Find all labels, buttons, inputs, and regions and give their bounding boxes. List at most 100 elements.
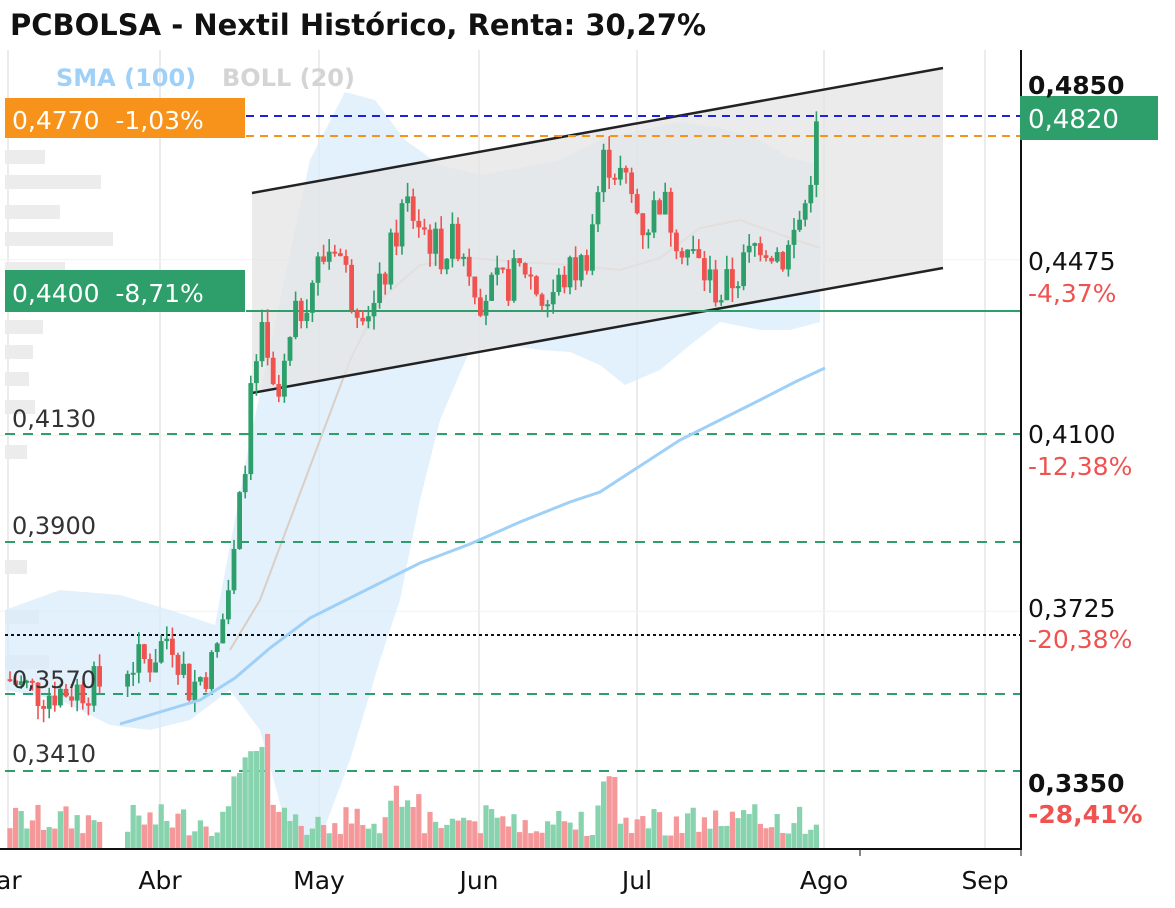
volume-bar-139	[808, 829, 814, 848]
volume-bar-113	[662, 835, 668, 848]
candle-body-126	[735, 286, 741, 289]
candle-body-134	[780, 252, 786, 270]
volume-bar-39	[248, 751, 254, 848]
candle-body-53	[326, 251, 332, 262]
candle-body-2	[18, 681, 24, 685]
x-label-6: Sep	[961, 866, 1008, 895]
volume-bar-84	[500, 816, 506, 848]
volume-bar-73	[438, 828, 444, 848]
candle-body-15	[91, 666, 97, 706]
candle-body-82	[489, 274, 494, 301]
volume-bar-10	[63, 806, 69, 848]
volume-bar-104	[612, 777, 618, 848]
volume-bar-116	[679, 833, 685, 848]
volume-bar-91	[539, 832, 545, 848]
volume-bar-64	[388, 800, 394, 848]
candle-body-136	[791, 229, 797, 245]
candle-body-31	[203, 677, 209, 689]
volume-bar-35	[225, 806, 231, 848]
profile-bar-6	[5, 320, 43, 334]
legend-boll: BOLL (20)	[222, 64, 355, 92]
candle-body-32	[209, 652, 214, 689]
candle-body-36	[231, 548, 237, 591]
candle-body-14	[86, 703, 91, 706]
volume-bar-68	[410, 807, 416, 848]
volume-bar-98	[578, 811, 584, 848]
volume-bars	[7, 733, 819, 848]
candle-body-129	[752, 243, 758, 246]
profile-bar-8	[5, 372, 29, 386]
legend-sma: SMA (100)	[56, 64, 196, 92]
candle-body-37	[237, 492, 242, 549]
volume-bar-119	[696, 831, 702, 848]
candle-body-104	[612, 177, 618, 180]
candle-body-135	[786, 244, 791, 270]
candle-body-87	[517, 258, 522, 264]
volume-bar-69	[416, 794, 422, 848]
candle-body-125	[730, 269, 735, 289]
candle-body-62	[377, 273, 382, 303]
candle-body-88	[522, 263, 528, 275]
volume-bar-132	[769, 827, 775, 848]
volume-bar-130	[757, 823, 763, 848]
candle-body-39	[248, 383, 254, 475]
volume-bar-93	[550, 824, 556, 848]
candle-body-30	[198, 677, 203, 682]
volume-bar-44	[276, 811, 282, 848]
candle-body-69	[416, 220, 422, 228]
candle-body-33	[214, 643, 220, 653]
volume-bar-136	[791, 823, 797, 848]
volume-bar-36	[231, 776, 237, 848]
candle-body-139	[808, 184, 814, 204]
volume-bar-49	[304, 834, 310, 848]
candle-body-102	[601, 149, 606, 193]
volume-bar-110	[645, 828, 651, 848]
candle-body-9	[58, 688, 63, 706]
volume-bar-52	[321, 824, 327, 848]
volume-bar-34	[220, 811, 226, 848]
volume-bar-57	[349, 823, 355, 848]
candle-body-79	[472, 276, 478, 298]
volume-bar-41	[259, 746, 265, 848]
orange-tag-bg	[5, 98, 245, 138]
candle-body-55	[338, 253, 343, 257]
candle-body-28	[186, 663, 192, 701]
volume-bar-40	[253, 750, 259, 848]
volume-bar-129	[752, 804, 758, 848]
axis-pct-3: -20,38%	[1028, 625, 1132, 654]
candle-body-10	[63, 688, 69, 697]
volume-bar-15	[91, 820, 97, 848]
candle-body-4	[30, 680, 35, 683]
candle-body-114	[668, 191, 674, 233]
volume-bar-97	[573, 829, 579, 848]
volume-bar-24	[164, 820, 170, 848]
volume-bar-48	[298, 825, 304, 848]
volume-bar-56	[343, 807, 349, 848]
candle-body-46	[287, 337, 293, 361]
volume-bar-22	[153, 824, 159, 848]
candle-body-76	[455, 223, 461, 259]
x-label-2: May	[293, 866, 345, 895]
candle-body-86	[511, 258, 517, 301]
candle-body-63	[382, 273, 388, 285]
candle-body-109	[640, 213, 646, 236]
green-tag: 0,4400 -8,71%	[12, 279, 204, 308]
candle-body-121	[707, 269, 713, 281]
candle-body-130	[758, 243, 763, 256]
candle-body-47	[293, 300, 298, 338]
volume-bar-26	[175, 813, 181, 848]
candle-body-24	[164, 638, 170, 642]
volume-bar-17	[125, 831, 131, 848]
candle-body-74	[444, 258, 450, 270]
candle-body-83	[494, 267, 500, 275]
last-price-tag-bg	[1020, 96, 1158, 140]
volume-bar-122	[713, 810, 719, 848]
volume-bar-112	[657, 812, 663, 848]
candle-body-54	[332, 251, 338, 254]
volume-bar-78	[466, 820, 472, 848]
candle-body-84	[500, 267, 506, 270]
volume-bar-47	[293, 814, 299, 848]
volume-bar-117	[685, 813, 691, 848]
candle-body-20	[142, 644, 147, 660]
candle-body-66	[399, 203, 405, 247]
